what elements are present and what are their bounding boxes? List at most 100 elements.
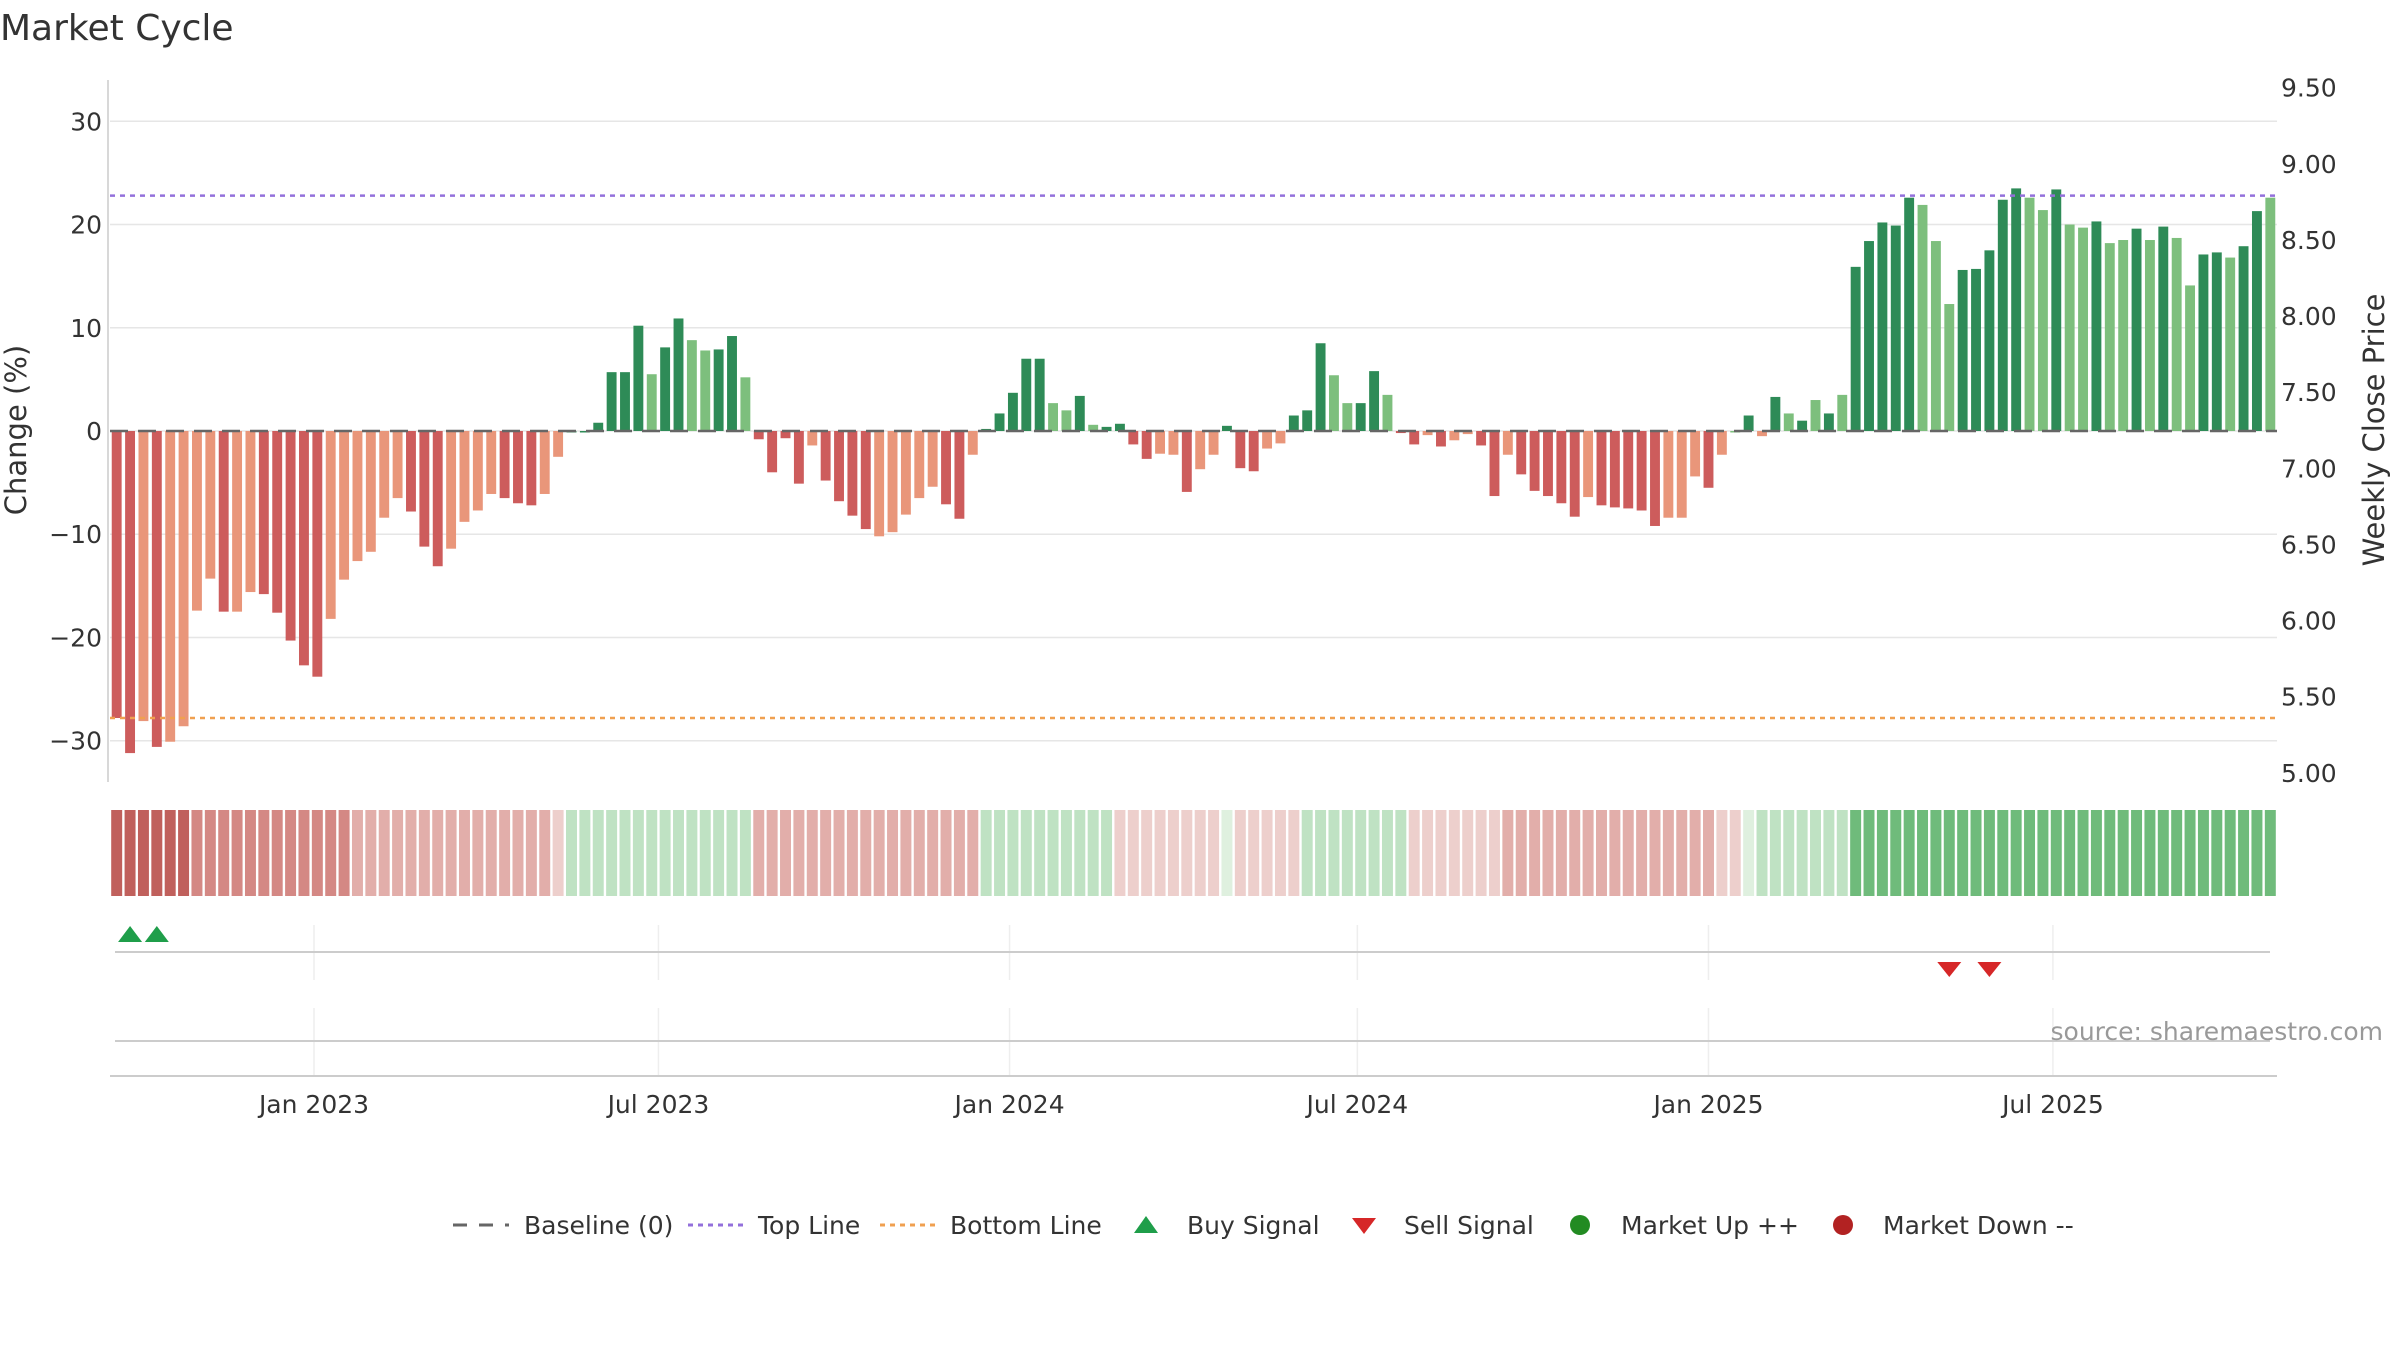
change-bar [1944, 304, 1955, 431]
change-bar [579, 431, 590, 433]
heat-cell [218, 810, 230, 896]
heat-cell [887, 810, 899, 896]
change-bar [379, 431, 390, 518]
heat-cell [806, 810, 818, 896]
heat-cell [1743, 810, 1755, 896]
heat-cell [1248, 810, 1260, 896]
change-bar [1208, 431, 1219, 455]
change-bar [914, 431, 925, 499]
heat-cell [1609, 810, 1621, 896]
buy-signal-marker [118, 926, 143, 942]
change-bar [1235, 431, 1246, 469]
heat-cell [606, 810, 618, 896]
change-bar [1877, 222, 1888, 431]
heat-cell [137, 810, 149, 896]
heat-cell [2024, 810, 2036, 896]
heat-cell [1315, 810, 1327, 896]
change-bar [1315, 343, 1326, 431]
heat-cell [231, 810, 243, 896]
buy-signal-marker [144, 926, 169, 942]
change-bar [1436, 431, 1446, 447]
change-bar [2011, 188, 2022, 431]
heat-cell [873, 810, 885, 896]
right-tick-label: 9.00 [2281, 150, 2337, 179]
change-bar [1543, 431, 1553, 497]
change-bar [339, 431, 350, 580]
heat-cell [2131, 810, 2143, 896]
change-bar [1569, 431, 1580, 517]
left-tick-label: 20 [70, 211, 102, 240]
right-tick-label: 7.00 [2281, 454, 2337, 483]
right-tick-label: 8.00 [2281, 302, 2337, 331]
heat-cell [1810, 810, 1821, 896]
heat-cell [1542, 810, 1554, 896]
heat-cell [1970, 810, 1982, 896]
change-bar [1221, 425, 1232, 431]
heat-cell [2184, 810, 2196, 896]
change-bar [553, 431, 564, 457]
change-bar [325, 431, 336, 619]
heat-cell [365, 810, 377, 896]
heat-cell [753, 810, 765, 896]
heat-cell [1154, 810, 1166, 896]
heat-cell [632, 810, 644, 896]
change-bar [1101, 426, 1112, 431]
change-bar [1476, 431, 1487, 446]
heat-cell [766, 810, 778, 896]
heat-cell [1823, 810, 1835, 896]
left-tick-label: 30 [70, 107, 102, 136]
heat-cell [646, 810, 658, 896]
heat-cell [1983, 810, 1995, 896]
change-bar [2265, 197, 2276, 431]
change-bar [660, 347, 671, 431]
heat-cell [1007, 810, 1019, 896]
change-bar [1904, 197, 1915, 431]
left-tick-label: −10 [49, 520, 102, 549]
right-tick-label: 9.50 [2281, 74, 2337, 103]
change-bar [1957, 269, 1968, 431]
change-bar [1797, 420, 1808, 431]
heat-cell [1783, 810, 1795, 896]
heat-cell [1850, 810, 1862, 896]
heat-cell [1957, 810, 1969, 896]
heat-cell [298, 810, 310, 896]
heat-cell [204, 810, 216, 896]
x-tick-label: Jan 2023 [257, 1090, 369, 1119]
heat-cell [1355, 810, 1367, 896]
heat-cell [2090, 810, 2102, 896]
heat-cell [566, 810, 577, 896]
bottom-panel [115, 1008, 2270, 1075]
change-bar [2064, 224, 2075, 431]
change-bar [727, 336, 737, 431]
change-bar [740, 377, 751, 431]
heat-cell [940, 810, 952, 896]
change-bar [1837, 394, 1848, 431]
heat-cell [258, 810, 270, 896]
change-bar [820, 431, 831, 481]
change-bar [847, 431, 858, 516]
change-bar [606, 372, 617, 431]
change-bar [780, 431, 791, 439]
heat-cell [1462, 810, 1474, 896]
left-tick-label: 0 [86, 417, 102, 446]
heat-cell [392, 810, 404, 896]
heat-cell [178, 810, 190, 896]
change-bar [2104, 243, 2115, 431]
heat-cell [1167, 810, 1179, 896]
heat-cell [512, 810, 524, 896]
heat-cell [1101, 810, 1113, 896]
change-bar [1596, 431, 1607, 506]
change-bar [125, 431, 136, 754]
change-bar [1917, 204, 1928, 431]
heat-cell [1943, 810, 1955, 896]
change-bar [1823, 413, 1834, 431]
legend-label: Market Down -- [1883, 1211, 2074, 1240]
change-bar [593, 422, 604, 431]
change-bar [1716, 431, 1727, 455]
change-bar [860, 431, 871, 530]
change-bar [526, 431, 537, 506]
heat-cell [1756, 810, 1768, 896]
change-bar [994, 413, 1005, 431]
change-bar [191, 431, 202, 611]
